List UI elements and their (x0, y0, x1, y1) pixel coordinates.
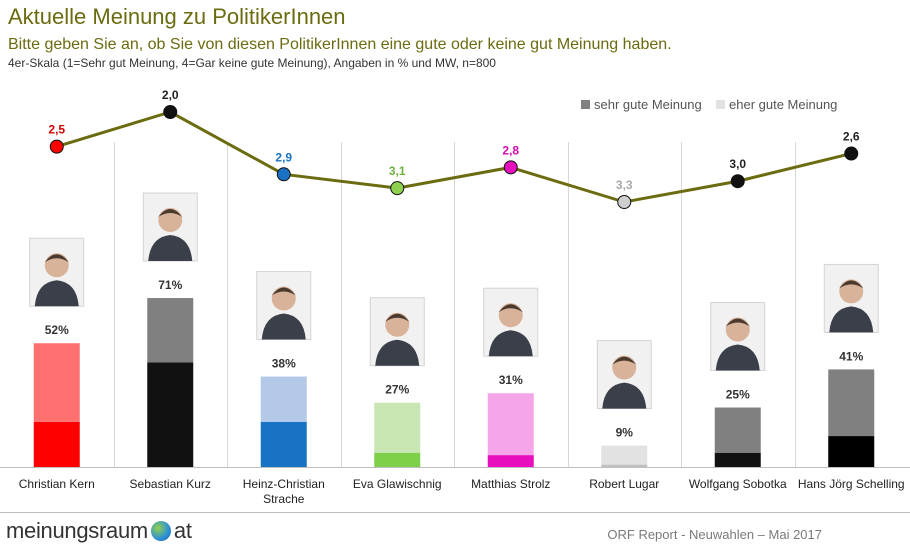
portrait-suit (375, 339, 420, 366)
logo-suffix: at (173, 518, 192, 543)
category-label: Wolfgang Sobotka (689, 477, 787, 491)
mean-value-line (56, 110, 852, 204)
mean-value-label: 2,9 (275, 150, 292, 164)
legend-swatch-eher-gute (716, 100, 725, 109)
category-label: Matthias Strolz (471, 477, 550, 491)
portrait-hair (158, 209, 183, 218)
portrait-suit (148, 235, 193, 262)
footer-source: ORF Report - Neuwahlen – Mai 2017 (607, 527, 822, 542)
portrait-hair (44, 254, 69, 263)
bar-sehr-gute-meinung (714, 452, 761, 467)
category-label: Strache (263, 492, 305, 506)
opinion-chart: 52% Christian Kern 71% Sebastian Kurz 38% Hei… (0, 88, 910, 506)
portrait-hair (612, 356, 637, 365)
total-percent-label: 9% (616, 426, 634, 440)
bar-eher-gute-meinung (33, 343, 80, 422)
portrait-suit (34, 280, 79, 307)
total-percent-label: 71% (158, 278, 182, 292)
mean-value-label: 2,6 (843, 130, 860, 144)
category-label: Sebastian Kurz (130, 477, 211, 491)
mean-marker (163, 105, 178, 119)
legend-label-sehr-gute: sehr gute Meinung (594, 97, 702, 112)
mean-value-label: 3,1 (389, 164, 406, 178)
mean-marker (390, 181, 405, 196)
bar-eher-gute-meinung (260, 376, 307, 422)
mean-value-label: 2,8 (502, 143, 519, 157)
total-percent-label: 38% (272, 357, 296, 371)
portrait-hair (725, 318, 750, 327)
bar-sehr-gute-meinung (33, 421, 80, 467)
portrait-hair (498, 304, 523, 313)
mean-marker (844, 146, 859, 161)
portrait-suit (829, 306, 874, 333)
bar-sehr-gute-meinung (374, 452, 421, 467)
bar-eher-gute-meinung (714, 407, 761, 453)
page-note: 4er-Skala (1=Sehr gut Meinung, 4=Gar kei… (8, 56, 496, 70)
meinungsraum-logo: meinungsraum at (6, 518, 192, 544)
logo-text: meinungsraum (6, 518, 148, 543)
total-percent-label: 27% (385, 383, 409, 397)
bar-eher-gute-meinung (374, 402, 421, 453)
mean-marker (49, 139, 64, 154)
category-label: Eva Glawischnig (353, 477, 442, 491)
portrait-suit (602, 382, 647, 409)
total-percent-label: 52% (45, 323, 69, 337)
portrait-suit (715, 344, 760, 371)
mean-marker (730, 174, 745, 189)
footer-divider (0, 512, 910, 513)
total-percent-label: 41% (839, 349, 863, 363)
legend-swatch-sehr-gute (581, 100, 590, 109)
portrait-hair (271, 287, 296, 296)
total-percent-label: 25% (726, 388, 750, 402)
portrait-suit (261, 313, 306, 340)
mean-value-label: 2,5 (48, 123, 65, 137)
total-percent-label: 31% (499, 373, 523, 387)
mean-marker (617, 195, 632, 209)
logo-globe-icon (150, 521, 171, 541)
legend-label-eher-gute: eher gute Meinung (729, 97, 837, 112)
bar-eher-gute-meinung (601, 445, 648, 465)
mean-value-label: 3,0 (729, 157, 746, 171)
category-label: Christian Kern (19, 477, 95, 491)
portrait-hair (385, 313, 410, 322)
bar-sehr-gute-meinung (601, 464, 648, 467)
bar-eher-gute-meinung (147, 298, 194, 363)
page-title: Aktuelle Meinung zu PolitikerInnen (8, 4, 346, 29)
mean-value-label: 2,0 (162, 88, 179, 102)
category-label: Robert Lugar (589, 477, 659, 491)
mean-value-label: 3,3 (616, 178, 633, 192)
bar-sehr-gute-meinung (487, 455, 534, 467)
page-subtitle: Bitte geben Sie an, ob Sie von diesen Po… (8, 36, 672, 53)
category-label: Heinz-Christian (243, 477, 325, 491)
portrait-hair (839, 280, 864, 289)
bar-eher-gute-meinung (487, 393, 534, 456)
bar-eher-gute-meinung (828, 369, 875, 437)
portrait-suit (488, 330, 533, 357)
mean-marker (276, 167, 291, 182)
category-label: Hans Jörg Schelling (798, 477, 905, 491)
bar-sehr-gute-meinung (147, 362, 194, 467)
mean-marker (503, 160, 518, 175)
bar-sehr-gute-meinung (828, 436, 875, 467)
bar-sehr-gute-meinung (260, 421, 307, 467)
